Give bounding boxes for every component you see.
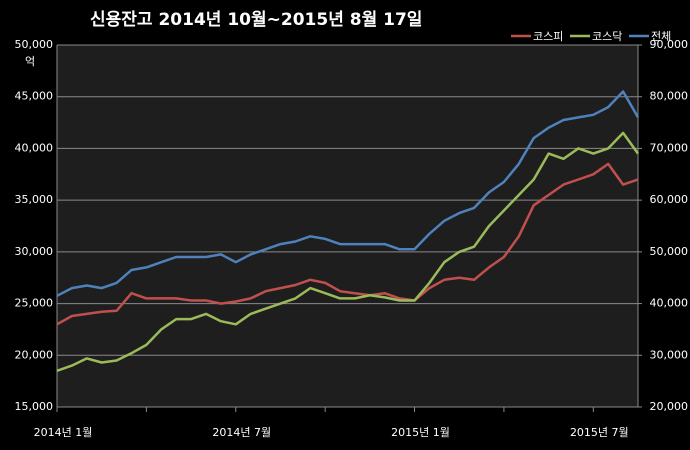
y-tick-label: 30,000 bbox=[15, 245, 54, 258]
y-tick-label: 50,000 bbox=[15, 38, 54, 51]
legend-label: 코스닥 bbox=[592, 30, 622, 43]
y2-tick-label: 40,000 bbox=[650, 297, 689, 310]
plot-area bbox=[57, 45, 638, 407]
y-tick-label: 45,000 bbox=[15, 90, 54, 103]
y2-tick-label: 30,000 bbox=[650, 348, 689, 361]
y-axis-label: 억 bbox=[25, 55, 35, 68]
y-tick-label: 40,000 bbox=[15, 141, 54, 154]
x-tick-label: 2014년 1월 bbox=[34, 426, 93, 439]
y-tick-label: 25,000 bbox=[15, 297, 54, 310]
y-tick-label: 35,000 bbox=[15, 193, 54, 206]
legend-label: 코스피 bbox=[533, 30, 563, 43]
y2-tick-label: 60,000 bbox=[650, 193, 689, 206]
y2-tick-label: 50,000 bbox=[650, 245, 689, 258]
series-line bbox=[56, 90, 640, 297]
y2-tick-label: 80,000 bbox=[650, 90, 689, 103]
y-tick-label: 15,000 bbox=[15, 400, 54, 413]
x-tick-label: 2015년 1월 bbox=[391, 426, 450, 439]
y2-tick-label: 70,000 bbox=[650, 141, 689, 154]
series-line bbox=[56, 162, 639, 326]
legend-label: 전체 bbox=[651, 30, 671, 43]
x-tick-label: 2014년 7월 bbox=[212, 426, 271, 439]
y-tick-label: 20,000 bbox=[15, 348, 54, 361]
chart-title: 신용잔고 2014년 10월~2015년 8월 17일 bbox=[90, 10, 422, 30]
x-tick-label: 2015년 7월 bbox=[570, 426, 629, 439]
y2-tick-label: 20,000 bbox=[650, 400, 689, 413]
y2-tick-label: 90,000 bbox=[650, 38, 689, 51]
series-line bbox=[56, 131, 640, 372]
